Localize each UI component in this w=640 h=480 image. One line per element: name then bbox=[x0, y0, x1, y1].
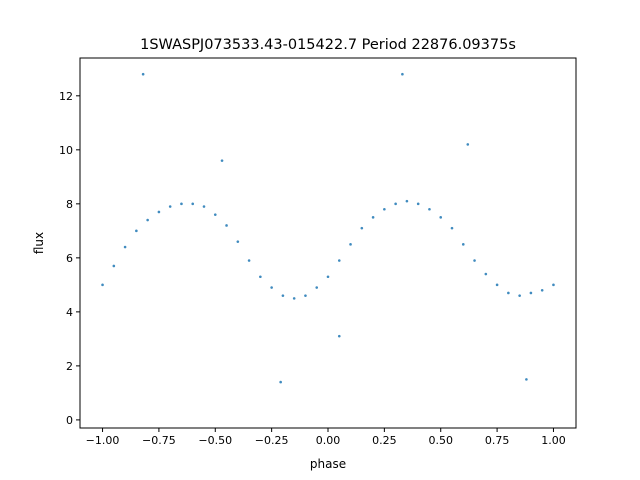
data-point bbox=[428, 207, 431, 211]
data-point bbox=[225, 224, 228, 227]
data-point bbox=[146, 218, 149, 222]
chart-title: 1SWASPJ073533.43-015422.7 Period 22876.0… bbox=[140, 37, 516, 53]
data-point bbox=[112, 264, 116, 268]
plot-frame bbox=[79, 57, 577, 429]
data-point bbox=[466, 143, 470, 146]
data-point bbox=[279, 380, 282, 384]
x-tick-label: −0.25 bbox=[255, 434, 289, 447]
y-tick-label: 8 bbox=[66, 198, 73, 211]
y-tick-label: 2 bbox=[66, 360, 73, 373]
y-axis-ticks: 0 2 4 6 8 10 12 bbox=[59, 90, 80, 427]
data-point bbox=[304, 294, 307, 297]
data-point bbox=[236, 240, 240, 243]
data-point bbox=[281, 294, 285, 297]
data-point bbox=[405, 199, 409, 203]
data-point bbox=[349, 243, 352, 246]
x-axis-label: phase bbox=[310, 457, 346, 471]
data-point bbox=[507, 291, 510, 295]
x-tick-label: −0.50 bbox=[198, 434, 232, 447]
data-point bbox=[135, 229, 138, 233]
data-point bbox=[315, 286, 319, 289]
y-tick-label: 10 bbox=[59, 144, 73, 157]
data-points bbox=[101, 72, 555, 384]
data-point bbox=[101, 283, 104, 287]
data-point bbox=[157, 210, 161, 214]
data-point bbox=[360, 226, 364, 230]
data-point bbox=[484, 272, 488, 276]
data-point bbox=[394, 202, 397, 206]
data-point bbox=[529, 291, 533, 295]
data-point bbox=[191, 202, 195, 206]
data-point bbox=[213, 213, 217, 216]
x-tick-label: 0.75 bbox=[485, 434, 510, 447]
data-point bbox=[220, 159, 224, 162]
data-point bbox=[168, 205, 172, 208]
x-tick-label: −0.75 bbox=[142, 434, 176, 447]
x-tick-label: −1.00 bbox=[86, 434, 120, 447]
y-tick-label: 4 bbox=[66, 306, 73, 319]
data-point bbox=[326, 275, 330, 279]
data-point bbox=[337, 334, 341, 338]
x-axis-ticks: −1.00 −0.75 −0.50 −0.25 0.00 0.25 0.50 0.75 1.00 bbox=[86, 428, 566, 447]
y-tick-label: 6 bbox=[66, 252, 73, 265]
data-point bbox=[270, 286, 273, 289]
y-axis-label: flux bbox=[32, 232, 46, 254]
data-point bbox=[450, 226, 454, 230]
data-point bbox=[525, 378, 528, 381]
data-point bbox=[416, 202, 420, 206]
data-point bbox=[461, 243, 465, 246]
data-point bbox=[180, 202, 183, 206]
x-tick-label: 0.25 bbox=[372, 434, 397, 447]
x-tick-label: 0.00 bbox=[316, 434, 341, 447]
data-point bbox=[473, 259, 476, 262]
data-point bbox=[401, 72, 404, 76]
data-point bbox=[259, 275, 262, 279]
data-point bbox=[247, 259, 251, 262]
data-point bbox=[518, 294, 521, 297]
y-tick-label: 12 bbox=[59, 90, 73, 103]
data-point bbox=[540, 288, 544, 292]
x-tick-label: 1.00 bbox=[541, 434, 566, 447]
data-point bbox=[439, 216, 443, 219]
y-tick-label: 0 bbox=[66, 414, 73, 427]
data-point bbox=[552, 283, 555, 287]
data-point bbox=[123, 245, 127, 249]
x-tick-label: 0.50 bbox=[428, 434, 453, 447]
data-point bbox=[371, 216, 375, 219]
data-point bbox=[141, 72, 145, 76]
data-point bbox=[292, 297, 296, 300]
data-point bbox=[383, 207, 386, 211]
data-point bbox=[337, 259, 341, 262]
data-point bbox=[495, 283, 499, 287]
data-point bbox=[202, 205, 206, 208]
